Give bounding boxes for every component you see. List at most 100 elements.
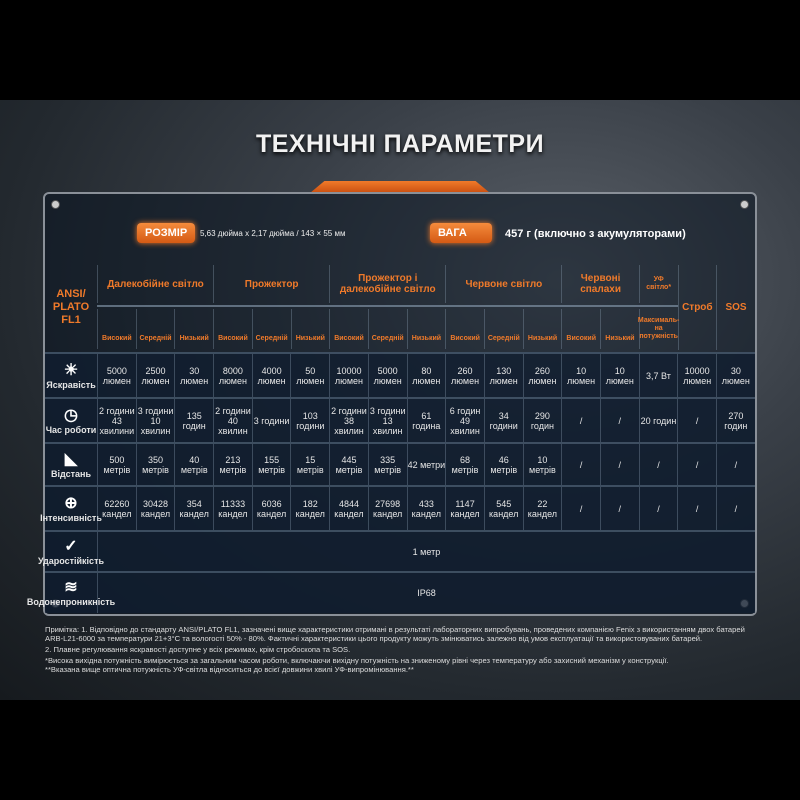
mode-header: Високий: [445, 309, 484, 349]
footnote: **Вказана вище оптична потужність УФ-сві…: [45, 665, 414, 674]
distance-icon: ◣: [64, 450, 78, 468]
impact-icon: ✓: [64, 537, 78, 555]
table-cell: 30 люмен: [716, 354, 755, 397]
table-cell: 213 метрів: [213, 444, 252, 485]
table-cell: /: [638, 487, 678, 530]
table-cell: 103 години: [290, 399, 329, 442]
table-cell: 30 люмен: [174, 354, 213, 397]
row-header: ≋ Водонепроникність: [27, 573, 115, 613]
table-cell: 445 метрів: [329, 444, 368, 485]
screw-icon: [51, 200, 60, 209]
table-cell: 80 люмен: [406, 354, 446, 397]
table-cell: 354 кандел: [174, 487, 213, 530]
table-cell: 2 години 40 хвилин: [213, 399, 252, 442]
table-cell: 500 метрів: [97, 444, 136, 485]
row-header: ☀ Яскравість: [45, 354, 97, 397]
table-cell: 50 люмен: [290, 354, 329, 397]
table-cell: /: [677, 399, 716, 442]
table-cell: 40 метрів: [174, 444, 213, 485]
mode-header: Середній: [367, 309, 407, 349]
table-cell: /: [638, 444, 678, 485]
decorative-tab: [310, 181, 490, 193]
table-cell: 2 години 43 хвилини: [97, 399, 136, 442]
mode-header: Низький: [174, 309, 213, 349]
row-label: Водонепроникність: [26, 597, 116, 607]
table-row: ◷ Час роботи 2 години 43 хвилини 3 години 1…: [45, 397, 755, 442]
table-cell: /: [561, 399, 600, 442]
intensity-icon: ⊕: [64, 494, 78, 512]
table-cell: 130 люмен: [483, 354, 523, 397]
table-cell: 182 кандел: [290, 487, 329, 530]
column-group-header: УФ світло*: [638, 265, 678, 303]
table-cell: 10000 люмен: [677, 354, 716, 397]
table-cell: 62260 кандел: [97, 487, 136, 530]
table-row: ◣ Відстань 500 метрів 350 метрів 40 метрів 21…: [45, 442, 755, 485]
table-cell: 61 година: [406, 399, 446, 442]
table-cell: 155 метрів: [251, 444, 291, 485]
size-badge: РОЗМІР: [137, 223, 196, 243]
row-label: Ударостійкість: [37, 555, 105, 566]
mode-header: Середній: [135, 309, 175, 349]
table-cell: 1 метр: [97, 532, 755, 571]
table-cell: 10000 люмен: [329, 354, 368, 397]
mode-header: Середній: [251, 309, 291, 349]
table-cell: 335 метрів: [367, 444, 407, 485]
footnotes: Примітка: 1. Відповідно до стандарту ANS…: [45, 625, 760, 674]
mode-header: Високий: [97, 309, 136, 349]
mode-header: Максималь-на потужність: [638, 309, 679, 349]
column-group-header: Червоні спалахи: [561, 265, 638, 303]
table-cell: 3 години 10 хвилин: [135, 399, 175, 442]
table-cell: 42 метри: [406, 444, 446, 485]
table-cell: 5000 люмен: [367, 354, 407, 397]
table-cell: 545 кандел: [483, 487, 523, 530]
mode-header: Високий: [329, 309, 368, 349]
mode-header: Високий: [561, 309, 600, 349]
table-row: ✓ Ударостійкість 1 метр: [38, 530, 755, 571]
footnote: *Висока вихідна потужність вимірюється з…: [45, 656, 669, 665]
column-group-header: Строб: [677, 265, 717, 350]
table-cell: 4000 люмен: [251, 354, 291, 397]
table-cell: /: [599, 444, 639, 485]
table-cell: /: [716, 487, 755, 530]
table-cell: 10 метрів: [522, 444, 562, 485]
clock-icon: ◷: [64, 406, 78, 424]
screw-icon: [740, 200, 749, 209]
table-cell: 6 годин 49 хвилин: [445, 399, 484, 442]
table-cell: 20 годин: [638, 399, 678, 442]
standard-label: ANSI/ PLATO FL1: [52, 288, 90, 326]
table-cell: 27698 кандел: [367, 487, 407, 530]
weight-value: 457 г (включно з акумуляторами): [505, 228, 686, 240]
table-cell: 22 кандел: [522, 487, 562, 530]
table-cell: 433 кандел: [406, 487, 446, 530]
column-group-header: Далекобійне світло: [97, 265, 213, 303]
size-value: 5,63 дюйма x 2,17 дюйма / 143 × 55 мм: [200, 229, 346, 238]
table-cell: /: [677, 444, 716, 485]
table-cell: 260 люмен: [522, 354, 562, 397]
row-label: Яскравість: [46, 379, 96, 390]
row-header: ◷ Час роботи: [45, 399, 97, 442]
column-group-header: SOS: [716, 265, 755, 350]
table-row: ≋ Водонепроникність IP68: [27, 571, 755, 613]
column-group-header: Прожектор: [213, 265, 329, 303]
table-cell: 3 години 13 хвилин: [367, 399, 407, 442]
table-cell: 68 метрів: [445, 444, 484, 485]
table-row: ☀ Яскравість 5000 люмен 2500 люмен 30 люмен 8…: [45, 352, 755, 397]
table-cell: 30428 кандел: [135, 487, 175, 530]
table-cell: 6036 кандел: [251, 487, 291, 530]
footnote: Примітка: 1. Відповідно до стандарту ANS…: [45, 625, 745, 643]
table-cell: /: [599, 487, 639, 530]
mode-header: Середній: [484, 309, 523, 349]
table-cell: IP68: [97, 573, 755, 613]
table-cell: 3 години: [251, 399, 291, 442]
table-cell: 46 метрів: [483, 444, 523, 485]
row-label: Час роботи: [45, 424, 97, 435]
table-cell: 350 метрів: [135, 444, 175, 485]
table-cell: 3,7 Вт: [638, 354, 678, 397]
table-cell: 290 годин: [522, 399, 562, 442]
brightness-icon: ☀: [63, 361, 79, 379]
table-cell: 10 люмен: [599, 354, 639, 397]
mode-header: Низький: [600, 309, 639, 349]
waterproof-icon: ≋: [64, 579, 78, 596]
row-header: ✓ Ударостійкість: [38, 532, 104, 571]
mode-header: Низький: [522, 309, 562, 349]
